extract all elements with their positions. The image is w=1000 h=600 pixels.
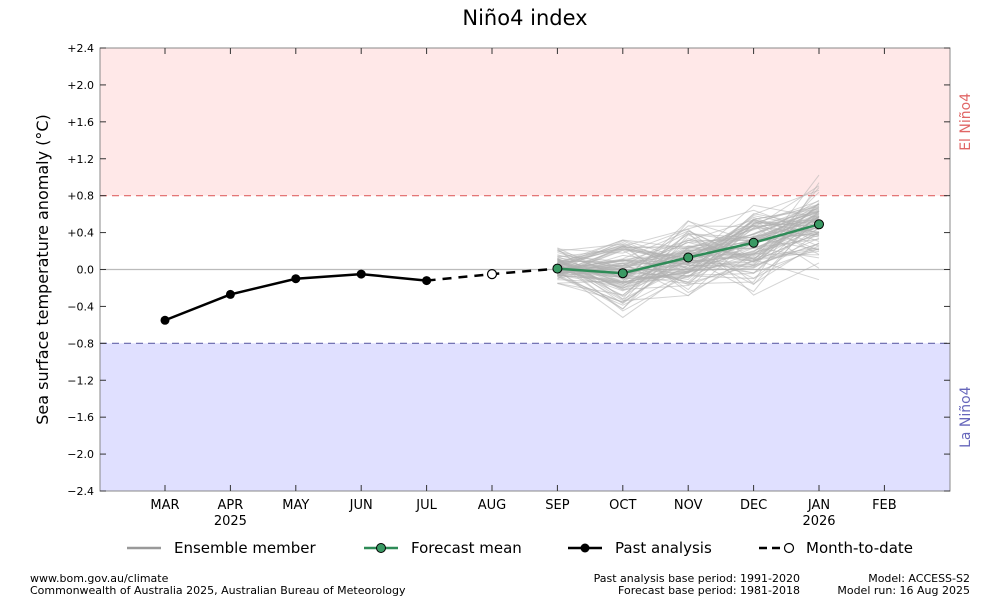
footer-model-name: Model: ACCESS-S2 <box>868 572 970 585</box>
past-analysis-point <box>422 276 432 286</box>
gridlines <box>100 195 950 344</box>
ensemble-member-line <box>557 208 820 281</box>
y-tick-label: +1.2 <box>67 153 94 166</box>
ensemble-member-line <box>557 219 820 312</box>
footer-model: Model: ACCESS-S2 Model run: 16 Aug 2025 <box>800 573 970 597</box>
footer-past-base: Past analysis base period: 1991-2020 <box>593 572 800 585</box>
ensemble-member-line <box>557 215 820 270</box>
y-tick-label: −0.8 <box>67 337 94 350</box>
legend-label: Ensemble member <box>174 539 317 557</box>
footer-website: www.bom.gov.au/climate <box>30 572 169 585</box>
x-tick-label: NOV <box>674 498 703 513</box>
x-tick-label: DEC <box>740 498 767 513</box>
ensemble-member-line <box>557 248 820 276</box>
ensemble-member-line <box>557 213 820 283</box>
y-tick-label: +1.6 <box>67 116 94 129</box>
ensemble-member-line <box>557 231 820 266</box>
y-tick-label: +0.4 <box>67 227 94 240</box>
x-tick-label: MAY <box>282 498 309 513</box>
x-tick-label: JAN <box>807 498 830 513</box>
ensemble-member-line <box>557 212 820 277</box>
y-axis-label: Sea surface temperature anomaly (°C) <box>33 114 52 425</box>
footer-copyright: Commonwealth of Australia 2025, Australi… <box>30 584 406 597</box>
x-tick-label: SEP <box>545 498 569 513</box>
forecast-mean-point <box>552 263 563 274</box>
x-tick-label: FEB <box>872 498 897 513</box>
legend-forecast-marker <box>376 543 386 553</box>
x-tick-label: AUG <box>478 498 506 513</box>
y-tick-label: −0.4 <box>67 300 94 313</box>
la-nina-label: La Niño4 <box>958 386 974 448</box>
footer-base-periods: Past analysis base period: 1991-2020 For… <box>560 573 800 597</box>
y-tick-label: +2.4 <box>67 42 94 55</box>
footer-forecast-base: Forecast base period: 1981-2018 <box>618 584 800 597</box>
forecast-mean-point <box>814 219 824 230</box>
footer-left: www.bom.gov.au/climate Commonwealth of A… <box>30 573 405 597</box>
month-to-date-point <box>486 269 498 280</box>
el-nino-band <box>100 48 950 196</box>
ensemble-member-line <box>557 189 820 292</box>
past-analysis-point <box>160 315 170 325</box>
ensemble-member-line <box>557 228 820 285</box>
legend-label: Forecast mean <box>411 539 522 557</box>
phase-bands <box>100 48 950 491</box>
forecast-mean-point <box>748 237 759 248</box>
past-analysis-point <box>356 269 366 279</box>
legend-label: Month-to-date <box>806 539 913 557</box>
x-year-label: 2026 <box>802 514 835 529</box>
forecast-mean-point <box>683 252 694 263</box>
ensemble-member-line <box>557 238 820 267</box>
data-series <box>160 219 824 325</box>
ensemble-member-line <box>557 219 820 286</box>
y-tick-label: −2.4 <box>67 485 94 498</box>
ensemble-member-line <box>557 209 820 296</box>
footer-model-run: Model run: 16 Aug 2025 <box>837 584 970 597</box>
la-nina-band <box>100 343 950 491</box>
y-axis: +2.4 +2.0 +1.6 +1.2 +0.8 +0.4 0.0 −0.4 −0.8 −1.2 −… <box>67 42 950 498</box>
el-nino-label: El Niño4 <box>958 93 974 151</box>
ensemble-member-line <box>557 216 820 284</box>
ensemble-members <box>557 174 820 319</box>
legend-label: Past analysis <box>615 539 712 557</box>
past-analysis-point <box>225 289 235 299</box>
x-tick-label: OCT <box>609 498 636 513</box>
legend-mtd-marker <box>783 542 795 554</box>
chart-title: Niño4 index <box>462 6 587 30</box>
y-tick-label: −2.0 <box>67 448 94 461</box>
past-analysis-point <box>291 274 301 284</box>
x-tick-label: MAR <box>150 498 179 513</box>
x-tick-label: JUN <box>349 498 373 513</box>
x-axis: MAR APR MAY JUN JUL AUG SEP OCT NOV DEC JAN FEB 2025… <box>150 48 897 529</box>
x-tick-label: JUL <box>415 498 437 513</box>
forecast-mean-point <box>617 268 628 279</box>
ensemble-member-line <box>557 219 820 274</box>
ensemble-member-line <box>557 225 820 279</box>
y-tick-label: +0.8 <box>67 190 94 203</box>
legend-past-marker <box>580 543 590 553</box>
y-tick-label: −1.2 <box>67 374 94 387</box>
legend: Ensemble member Forecast mean Past analysi… <box>127 539 913 557</box>
y-tick-label: +2.0 <box>67 79 94 92</box>
y-tick-label: 0.0 <box>77 264 95 277</box>
y-tick-label: −1.6 <box>67 411 94 424</box>
x-tick-label: APR <box>218 498 244 513</box>
x-year-label: 2025 <box>214 514 247 529</box>
